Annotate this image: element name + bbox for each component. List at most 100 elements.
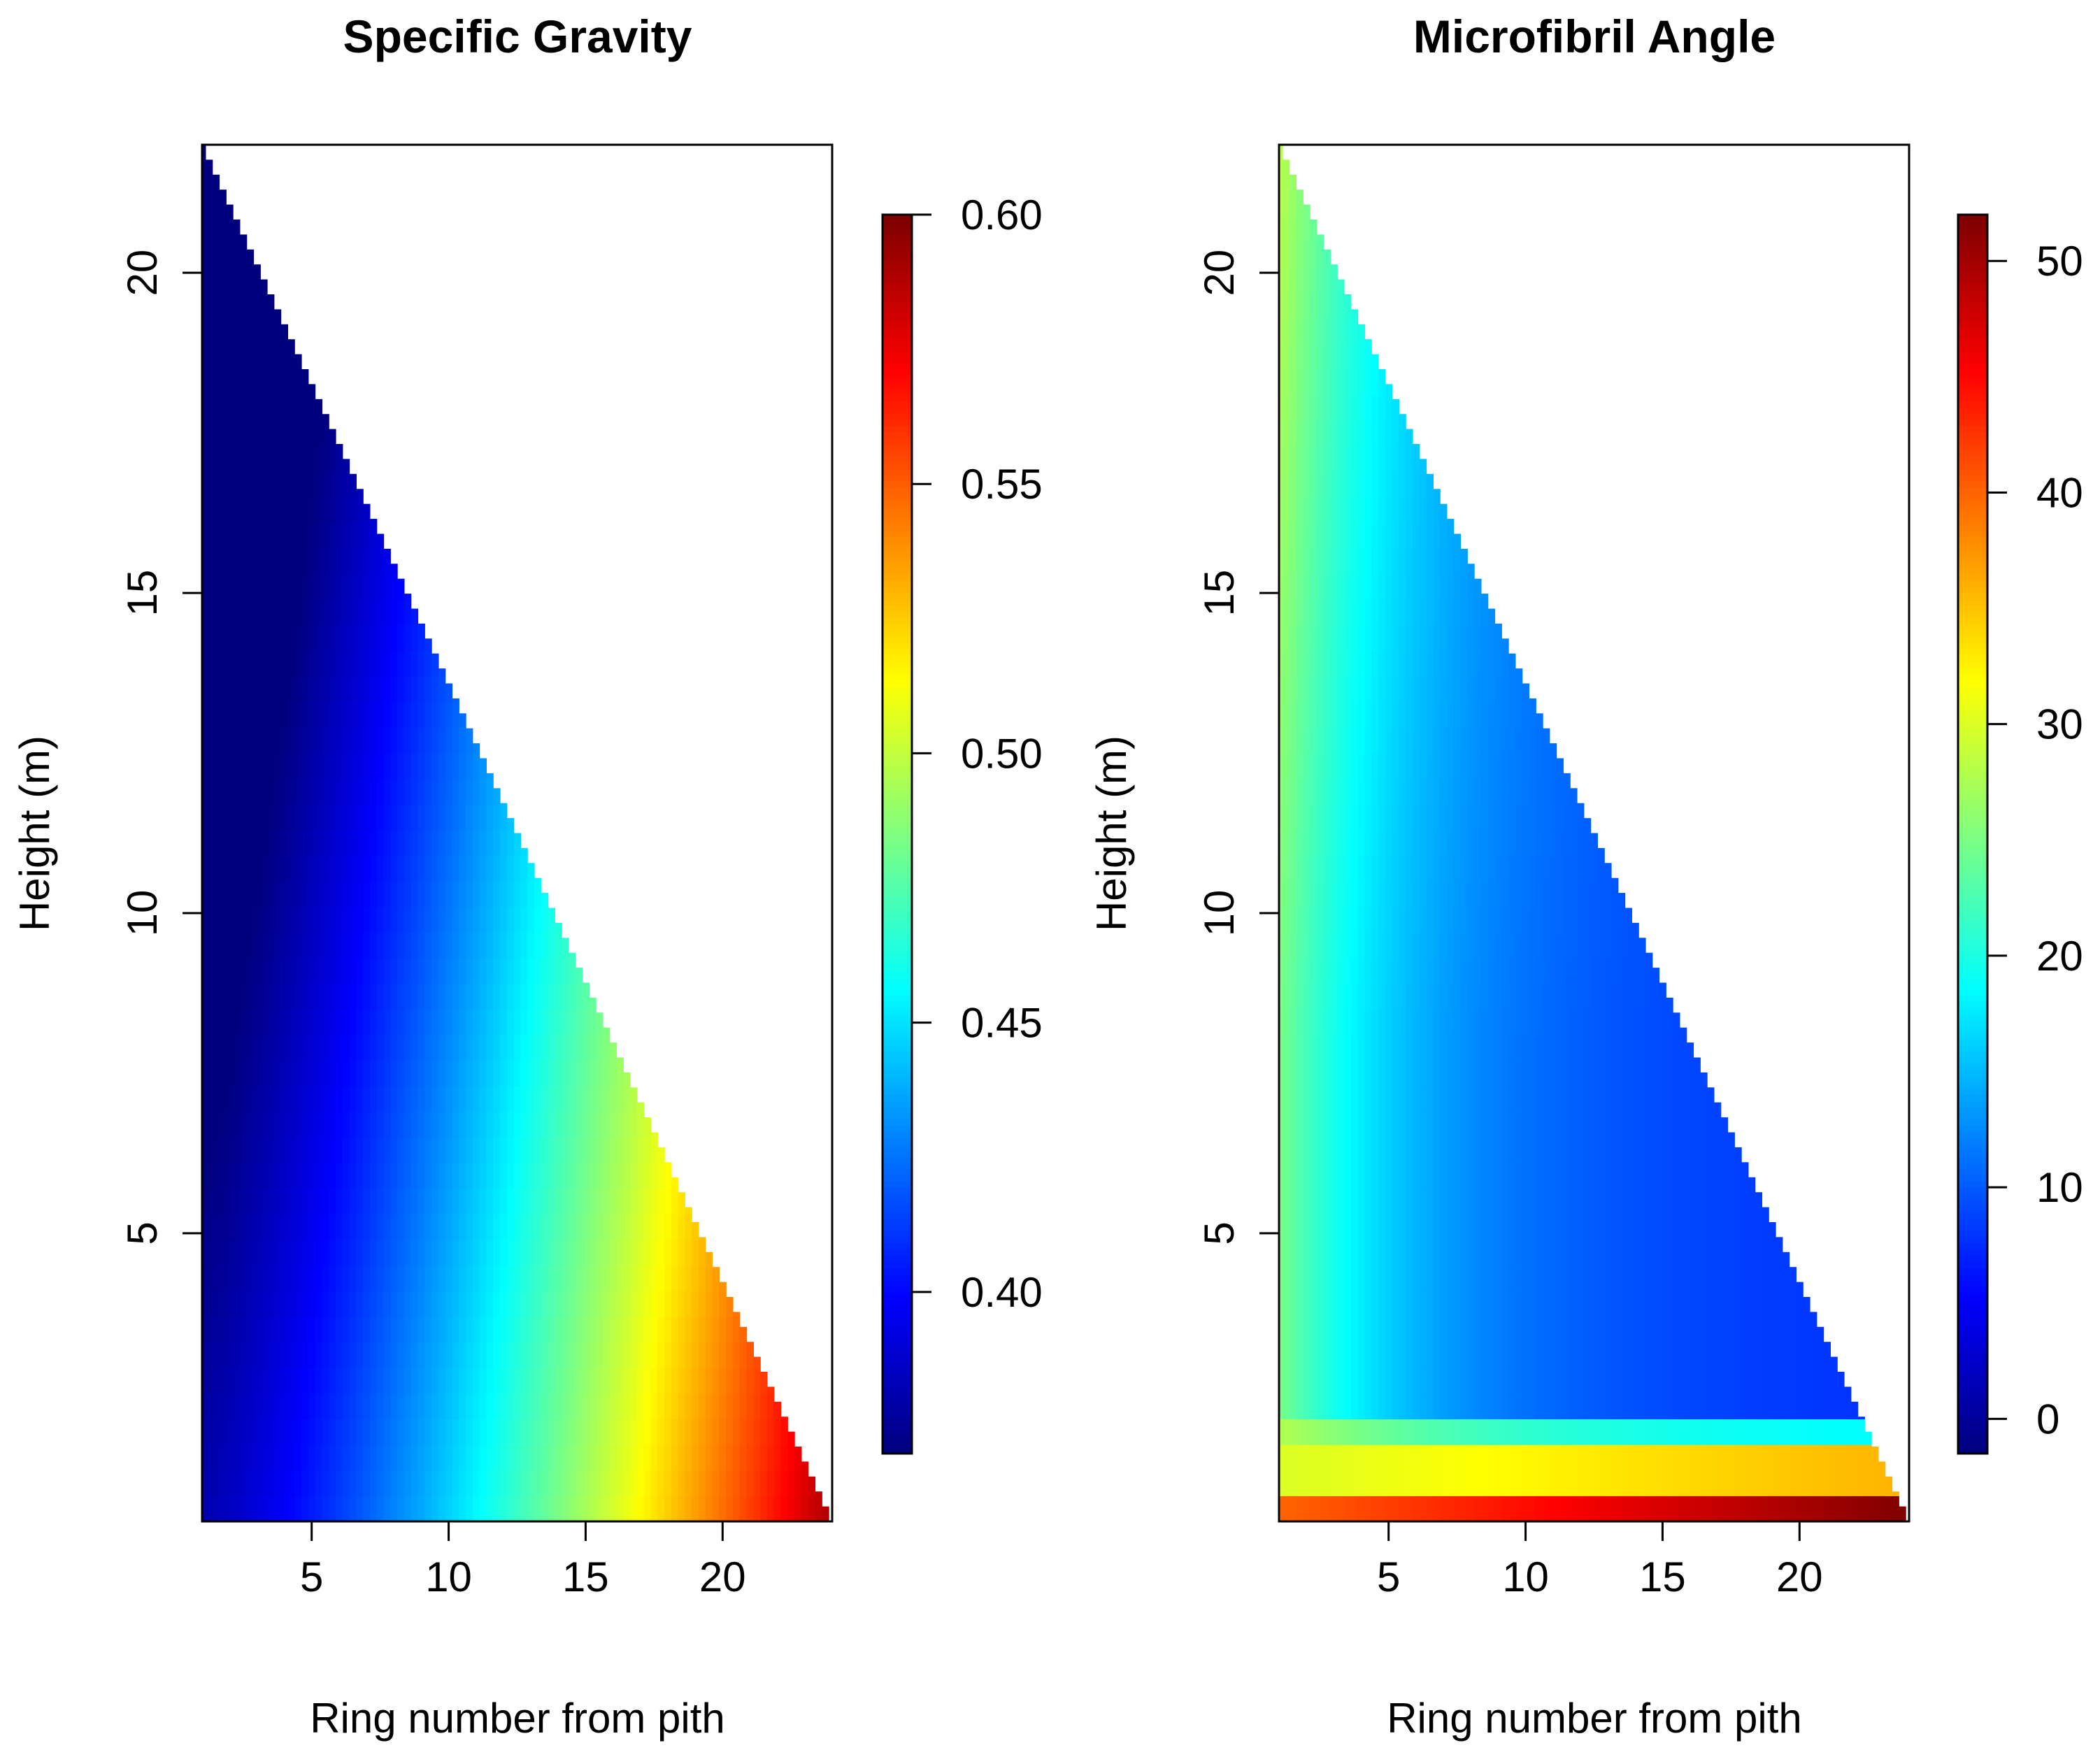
heatmap-cell xyxy=(1440,701,1448,728)
y-tick-label: 15 xyxy=(119,570,166,617)
heatmap-cell xyxy=(315,522,322,549)
heatmap-cell xyxy=(466,1470,473,1496)
heatmap-cell xyxy=(1611,906,1619,933)
heatmap-cell xyxy=(1460,1009,1468,1035)
heatmap-cell xyxy=(1611,1265,1619,1291)
heatmap-cell xyxy=(1617,1086,1626,1112)
heatmap-cell xyxy=(1446,1111,1455,1138)
heatmap-cell xyxy=(548,1316,555,1343)
heatmap-cell xyxy=(212,548,220,575)
heatmap-cell xyxy=(1673,1496,1680,1522)
heatmap-cell xyxy=(500,1265,508,1291)
heatmap-cell xyxy=(1529,1035,1536,1061)
heatmap-cell xyxy=(569,1163,576,1189)
heatmap-cell xyxy=(212,855,220,882)
heatmap-cell xyxy=(1303,1291,1310,1317)
heatmap-cell xyxy=(472,753,480,780)
heatmap-cell xyxy=(315,1444,322,1471)
heatmap-cell xyxy=(1323,1137,1331,1163)
heatmap-cell xyxy=(1371,1163,1379,1189)
heatmap-cell xyxy=(1323,650,1331,677)
heatmap-cell xyxy=(1364,958,1372,984)
heatmap-cell xyxy=(1406,624,1413,652)
heatmap-cell xyxy=(219,1368,227,1394)
heatmap-cell xyxy=(294,1368,302,1394)
heatmap-cell xyxy=(1378,1111,1386,1138)
heatmap-cell xyxy=(609,1316,617,1343)
heatmap-cell xyxy=(1624,1342,1632,1368)
heatmap-cell xyxy=(1494,1163,1502,1189)
heatmap-cell xyxy=(1378,548,1386,575)
heatmap-cell xyxy=(356,727,364,754)
heatmap-cell xyxy=(1480,1163,1489,1189)
heatmap-cell xyxy=(1316,1240,1324,1266)
heatmap-cell xyxy=(431,829,439,856)
heatmap-cell xyxy=(239,1265,248,1291)
heatmap-cell xyxy=(1453,1035,1462,1061)
heatmap-cell xyxy=(410,676,419,703)
heatmap-cell xyxy=(1303,599,1310,626)
heatmap-cell xyxy=(1419,471,1427,498)
colorbar-segment xyxy=(883,673,912,680)
colorbar-segment xyxy=(883,1279,912,1287)
heatmap-cell xyxy=(1316,1393,1324,1419)
heatmap-cell xyxy=(390,1035,398,1061)
heatmap-cell xyxy=(202,778,206,805)
heatmap-cell xyxy=(349,473,357,498)
heatmap-cell xyxy=(623,1240,631,1266)
heatmap-cell xyxy=(1371,1137,1379,1163)
heatmap-cell xyxy=(459,1188,466,1214)
heatmap-cell xyxy=(1350,1444,1359,1471)
heatmap-cell xyxy=(534,1291,542,1317)
colorbar: 0.400.450.500.550.60 xyxy=(881,192,1043,1455)
heatmap-cell xyxy=(1624,1265,1632,1291)
heatmap-cell xyxy=(493,804,501,831)
heatmap-cell xyxy=(479,778,487,805)
heatmap-cell xyxy=(376,727,385,754)
colorbar-segment xyxy=(883,1317,912,1324)
heatmap-cell xyxy=(376,1240,385,1266)
heatmap-cell xyxy=(582,1188,590,1214)
heatmap-cell xyxy=(1282,881,1290,908)
heatmap-cell xyxy=(315,573,322,600)
heatmap-cell xyxy=(1590,1419,1598,1445)
heatmap-cell xyxy=(369,958,378,984)
heatmap-cell xyxy=(452,958,459,984)
heatmap-cell xyxy=(1419,1111,1427,1138)
heatmap-cell xyxy=(1638,1111,1646,1138)
heatmap-cell xyxy=(1310,983,1317,1010)
heatmap-cell xyxy=(602,1470,610,1496)
heatmap-cell xyxy=(280,1368,288,1394)
heatmap-cell xyxy=(315,1291,322,1317)
heatmap-cell xyxy=(767,1419,775,1445)
heatmap-cell xyxy=(308,394,316,421)
heatmap-cell xyxy=(1426,1009,1434,1035)
heatmap-cell xyxy=(1536,1163,1543,1189)
heatmap-cell xyxy=(329,932,336,959)
heatmap-cell xyxy=(1350,932,1359,959)
heatmap-cell xyxy=(733,1368,741,1394)
heatmap-cell xyxy=(479,1111,487,1138)
heatmap-cell xyxy=(226,1137,234,1163)
heatmap-cell xyxy=(472,1163,480,1189)
heatmap-cell xyxy=(280,804,288,831)
heatmap-cell xyxy=(1344,701,1352,728)
heatmap-cells xyxy=(1279,145,1906,1522)
heatmap-cell xyxy=(1279,1470,1283,1496)
heatmap-cell xyxy=(1494,1291,1502,1317)
heatmap-cell xyxy=(602,1086,610,1112)
heatmap-cell xyxy=(363,1111,371,1138)
heatmap-cell xyxy=(342,753,350,780)
heatmap-cell xyxy=(1344,1393,1352,1419)
colorbar-segment xyxy=(883,561,912,568)
heatmap-cell xyxy=(1344,855,1352,882)
heatmap-cell xyxy=(493,1393,501,1419)
heatmap-cell xyxy=(1467,1470,1475,1496)
heatmap-cell xyxy=(671,1342,679,1368)
heatmap-cell xyxy=(349,1393,357,1419)
heatmap-cell xyxy=(459,1419,466,1445)
heatmap-cell xyxy=(500,958,508,984)
heatmap-cell xyxy=(1289,292,1297,318)
heatmap-cell xyxy=(280,727,288,754)
heatmap-cell xyxy=(1453,1214,1462,1240)
